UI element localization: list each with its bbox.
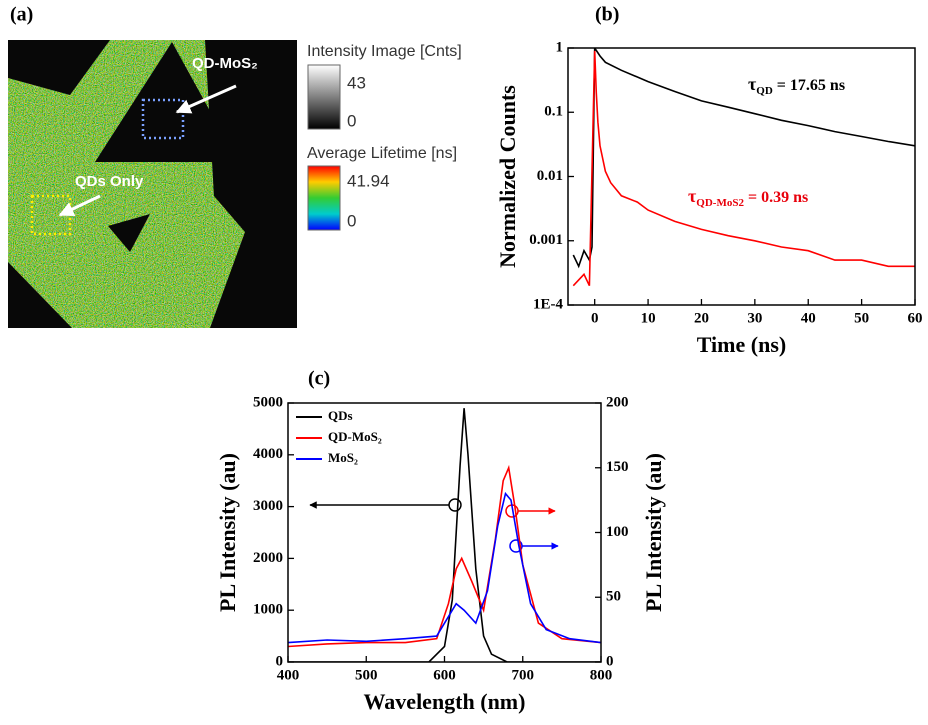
series-line bbox=[572, 48, 915, 269]
x-tick-label: 800 bbox=[590, 667, 613, 683]
y-tick-label: 2000 bbox=[253, 550, 283, 566]
x-axis-label: Time (ns) bbox=[697, 332, 786, 357]
x-tick-label: 20 bbox=[694, 310, 709, 326]
colorbar-max: 43 bbox=[347, 73, 366, 92]
legend-label: QD-MoS₂ bbox=[328, 429, 382, 444]
x-tick-label: 500 bbox=[355, 667, 378, 683]
panel-label: (c) bbox=[308, 368, 330, 390]
x-tick-label: 40 bbox=[801, 310, 816, 326]
annotation-symbol: τ bbox=[688, 186, 697, 206]
y2-tick-label: 100 bbox=[606, 524, 629, 540]
colorbar-min: 0 bbox=[347, 111, 356, 130]
colorbar-label: Intensity Image [Cnts] bbox=[307, 43, 462, 60]
annotation: QD-MoS₂ bbox=[192, 55, 258, 72]
y2-tick-label: 200 bbox=[606, 394, 629, 410]
series-line bbox=[288, 408, 601, 662]
colorbar-max: 41.94 bbox=[347, 171, 390, 190]
x-tick-label: 10 bbox=[641, 310, 656, 326]
annotation-symbol: τ bbox=[748, 74, 757, 94]
annotation-subscript: QD-MoS2 bbox=[696, 197, 744, 209]
y2-axis-label: PL Intensity (au) bbox=[641, 453, 666, 612]
y2-tick-label: 50 bbox=[606, 589, 621, 605]
legend-label: QDs bbox=[328, 408, 353, 423]
series-line bbox=[288, 464, 601, 648]
y-tick-label: 0.001 bbox=[529, 232, 563, 248]
y2-tick-label: 150 bbox=[606, 459, 629, 475]
colorbar bbox=[307, 64, 341, 130]
legend-label: MoS₂ bbox=[328, 450, 358, 465]
x-axis-label: Wavelength (nm) bbox=[364, 689, 526, 714]
x-tick-label: 30 bbox=[747, 310, 762, 326]
series-line bbox=[288, 491, 601, 644]
y-axis-label: PL Intensity (au) bbox=[215, 453, 240, 612]
y-tick-label: 5000 bbox=[253, 394, 283, 410]
annotation-text: = 17.65 ns bbox=[773, 77, 845, 94]
annotation: QDs Only bbox=[75, 173, 144, 190]
y-tick-label: 1000 bbox=[253, 602, 283, 618]
x-tick-label: 600 bbox=[433, 667, 456, 683]
x-tick-label: 0 bbox=[591, 310, 599, 326]
panel-label: (a) bbox=[10, 4, 33, 26]
x-tick-label: 60 bbox=[908, 310, 923, 326]
y2-tick-label: 0 bbox=[606, 653, 614, 669]
y-tick-label: 4000 bbox=[253, 446, 283, 462]
annotation: τQD-MoS2 = 0.39 ns bbox=[688, 186, 808, 208]
annotation-subscript: QD bbox=[756, 85, 773, 97]
y-tick-label: 1 bbox=[556, 39, 564, 55]
axis-arrows bbox=[309, 498, 559, 553]
x-tick-label: 400 bbox=[277, 667, 300, 683]
y-tick-label: 0.1 bbox=[544, 104, 563, 120]
annotation-text: = 0.39 ns bbox=[744, 189, 808, 206]
annotation: τQD = 17.65 ns bbox=[748, 74, 845, 96]
flim-image bbox=[8, 40, 297, 328]
y-tick-label: 3000 bbox=[253, 498, 283, 514]
x-tick-label: 700 bbox=[512, 667, 535, 683]
series-line bbox=[572, 50, 915, 287]
y-tick-label: 1E-4 bbox=[533, 296, 564, 312]
plot-frame bbox=[567, 47, 916, 306]
colorbar-min: 0 bbox=[347, 211, 356, 230]
y-tick-label: 0 bbox=[276, 653, 284, 669]
y-tick-label: 0.01 bbox=[537, 168, 563, 184]
y-axis-label: Normalized Counts bbox=[495, 85, 520, 268]
colorbar-label: Average Lifetime [ns] bbox=[307, 145, 457, 162]
colorbar bbox=[307, 165, 341, 231]
panel-label: (b) bbox=[595, 4, 619, 26]
x-tick-label: 50 bbox=[854, 310, 869, 326]
